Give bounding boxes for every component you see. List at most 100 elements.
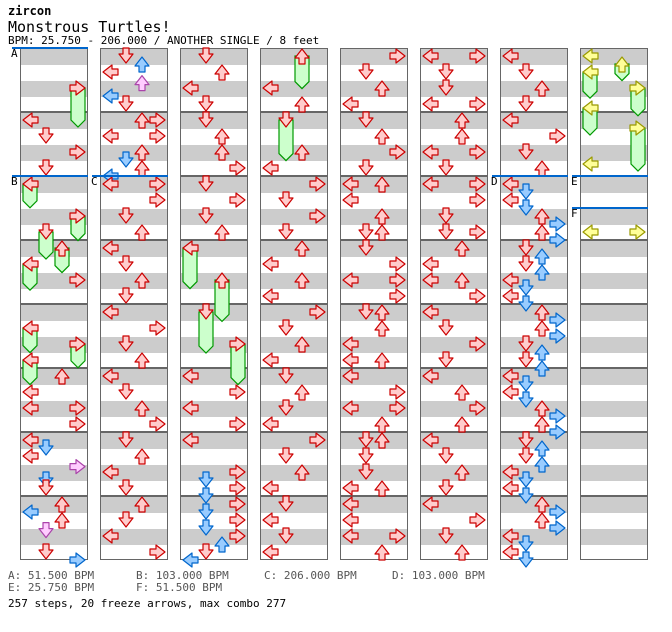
right-arrow-icon	[69, 336, 86, 352]
down-arrow-icon	[518, 239, 534, 256]
right-arrow-icon	[629, 120, 646, 136]
up-arrow-icon	[134, 272, 150, 289]
left-arrow-icon	[22, 400, 39, 416]
down-arrow-icon	[358, 111, 374, 128]
left-arrow-icon	[502, 384, 519, 400]
down-arrow-icon	[358, 63, 374, 80]
right-arrow-icon	[469, 176, 486, 192]
up-arrow-icon	[134, 160, 150, 177]
right-arrow-icon	[69, 416, 86, 432]
down-arrow-icon	[358, 431, 374, 448]
left-arrow-icon	[342, 400, 359, 416]
up-arrow-icon	[54, 512, 70, 529]
measure-line	[261, 111, 327, 113]
left-arrow-icon	[422, 496, 439, 512]
up-arrow-icon	[534, 496, 550, 513]
right-arrow-icon	[229, 528, 246, 544]
down-arrow-icon	[518, 351, 534, 368]
down-arrow-icon	[438, 479, 454, 496]
left-arrow-icon	[502, 272, 519, 288]
bpm-change-line	[572, 175, 648, 177]
right-arrow-icon	[469, 400, 486, 416]
right-arrow-icon	[549, 504, 566, 520]
measure-line	[501, 431, 567, 433]
bpm-change-label: A	[11, 47, 18, 60]
left-arrow-icon	[22, 320, 39, 336]
down-arrow-icon	[118, 511, 134, 528]
up-arrow-icon	[534, 440, 550, 457]
left-arrow-icon	[262, 480, 279, 496]
down-arrow-icon	[38, 479, 54, 496]
right-arrow-icon	[469, 224, 486, 240]
left-arrow-icon	[102, 368, 119, 384]
right-arrow-icon	[389, 528, 406, 544]
measure-line	[581, 111, 647, 113]
right-arrow-icon	[149, 544, 166, 560]
left-arrow-icon	[422, 304, 439, 320]
up-arrow-icon	[134, 448, 150, 465]
measure-line	[181, 303, 247, 305]
up-arrow-icon	[534, 248, 550, 265]
down-arrow-icon	[438, 207, 454, 224]
right-arrow-icon	[149, 320, 166, 336]
left-arrow-icon	[422, 144, 439, 160]
left-arrow-icon	[502, 112, 519, 128]
legend-bpm-f: F: 51.500 BPM	[136, 581, 223, 594]
left-arrow-icon	[342, 480, 359, 496]
chart-column	[420, 48, 488, 560]
measure-line	[501, 367, 567, 369]
measure-line	[261, 239, 327, 241]
measure-line	[421, 303, 487, 305]
right-arrow-icon	[229, 384, 246, 400]
down-arrow-icon	[278, 527, 294, 544]
bpm-change-label: F	[571, 207, 578, 220]
down-arrow-icon	[518, 63, 534, 80]
up-arrow-icon	[454, 384, 470, 401]
left-arrow-icon	[182, 552, 199, 568]
up-arrow-icon	[454, 240, 470, 257]
right-arrow-icon	[629, 224, 646, 240]
right-arrow-icon	[469, 288, 486, 304]
down-arrow-icon	[518, 143, 534, 160]
measure-line	[501, 303, 567, 305]
right-arrow-icon	[629, 80, 646, 96]
down-arrow-icon	[198, 543, 214, 560]
left-arrow-icon	[502, 368, 519, 384]
left-arrow-icon	[582, 224, 599, 240]
right-arrow-icon	[69, 80, 86, 96]
left-arrow-icon	[502, 480, 519, 496]
right-arrow-icon	[149, 416, 166, 432]
left-arrow-icon	[22, 352, 39, 368]
right-arrow-icon	[309, 432, 326, 448]
left-arrow-icon	[262, 512, 279, 528]
up-arrow-icon	[454, 272, 470, 289]
measure-line	[341, 303, 407, 305]
up-arrow-icon	[454, 464, 470, 481]
down-arrow-icon	[278, 495, 294, 512]
measure-line	[21, 111, 87, 113]
down-arrow-icon	[358, 447, 374, 464]
right-arrow-icon	[149, 128, 166, 144]
up-arrow-icon	[534, 160, 550, 177]
step-summary: 257 steps, 20 freeze arrows, max combo 2…	[8, 597, 287, 610]
up-arrow-icon	[54, 368, 70, 385]
up-arrow-icon	[534, 416, 550, 433]
down-arrow-icon	[278, 319, 294, 336]
measure-line	[341, 175, 407, 177]
left-arrow-icon	[182, 432, 199, 448]
up-arrow-icon	[454, 128, 470, 145]
measure-line	[261, 431, 327, 433]
up-arrow-icon	[374, 416, 390, 433]
down-arrow-icon	[518, 487, 534, 504]
right-arrow-icon	[389, 144, 406, 160]
left-arrow-icon	[342, 176, 359, 192]
left-arrow-icon	[262, 160, 279, 176]
bpm-change-line	[12, 47, 88, 49]
notes-layer	[342, 48, 406, 561]
right-arrow-icon	[149, 192, 166, 208]
right-arrow-icon	[549, 312, 566, 328]
up-arrow-icon	[294, 336, 310, 353]
down-arrow-icon	[358, 159, 374, 176]
down-arrow-icon	[118, 151, 134, 168]
left-arrow-icon	[182, 400, 199, 416]
